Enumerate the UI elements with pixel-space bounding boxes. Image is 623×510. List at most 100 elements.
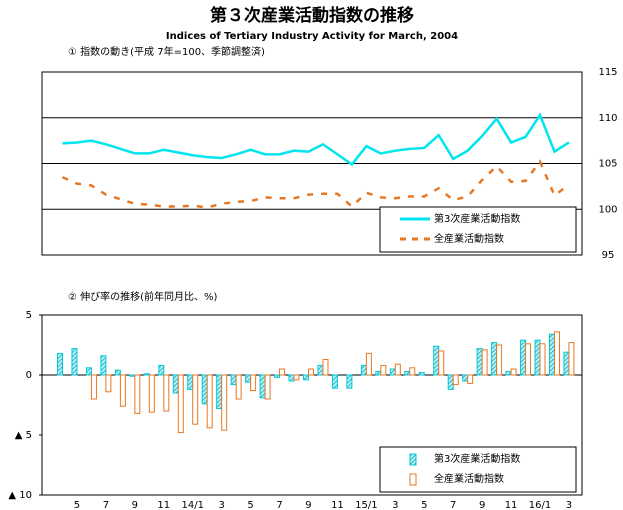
bar <box>452 374 459 386</box>
bar <box>563 351 570 376</box>
plot-frame <box>41 314 583 496</box>
bar <box>100 355 107 376</box>
x-tick-label: 11 <box>505 500 518 510</box>
bar <box>394 363 401 376</box>
bar <box>163 374 170 412</box>
legend-swatch <box>409 473 417 486</box>
bar <box>187 374 194 390</box>
bar <box>433 345 440 376</box>
bar <box>206 374 213 429</box>
bar <box>548 333 555 376</box>
y-tick-label: ▲ 5 <box>15 430 32 441</box>
bar <box>307 368 314 376</box>
x-tick-label: 9 <box>479 500 485 510</box>
legend-swatch <box>409 453 417 466</box>
bar <box>568 342 575 376</box>
x-tick-label: 14/1 <box>181 500 203 510</box>
bar <box>380 364 387 376</box>
bar <box>119 374 126 407</box>
bar <box>129 374 136 377</box>
bar <box>476 348 483 376</box>
x-tick-label: 5 <box>421 500 427 510</box>
bar <box>114 369 121 376</box>
bar <box>221 374 228 431</box>
bar <box>365 352 372 376</box>
legend-box <box>379 206 577 253</box>
bar <box>158 364 165 376</box>
x-tick-label: 11 <box>157 500 170 510</box>
legend-label: 全産業活動指数 <box>434 472 504 485</box>
bar <box>438 350 445 376</box>
bar <box>216 374 223 410</box>
bar <box>389 368 396 376</box>
x-tick-label: 3 <box>566 500 572 510</box>
x-tick-label: 5 <box>247 500 253 510</box>
bar <box>192 374 199 425</box>
panel-label: ② 伸び率の推移(前年同月比、%) <box>68 290 218 303</box>
y-tick-label: 95 <box>602 250 615 261</box>
bar <box>505 370 512 376</box>
bar <box>134 374 141 414</box>
bar <box>250 374 257 392</box>
x-tick-label: 11 <box>331 500 344 510</box>
bar <box>172 374 179 394</box>
bar <box>264 374 271 400</box>
bar <box>148 374 155 413</box>
x-tick-label: 9 <box>132 500 138 510</box>
bar <box>143 373 150 376</box>
x-tick-label: 7 <box>103 500 109 510</box>
line-series <box>62 112 570 167</box>
bar <box>409 367 416 376</box>
bar <box>418 372 425 376</box>
chart-subtitle: Indices of Tertiary Industry Activity fo… <box>166 31 458 42</box>
x-tick-label: 3 <box>218 500 224 510</box>
bar <box>496 344 503 376</box>
bar <box>57 352 63 376</box>
y-tick-label: 100 <box>598 204 617 215</box>
bar <box>510 368 517 376</box>
bar <box>293 374 300 381</box>
bar <box>346 374 353 389</box>
bar <box>90 374 97 400</box>
bar <box>274 374 281 378</box>
bar <box>447 374 454 390</box>
bar <box>467 374 474 384</box>
bar <box>230 374 237 386</box>
bar <box>539 343 546 376</box>
y-tick-label: 5 <box>26 310 32 321</box>
bar <box>85 367 92 376</box>
legend-label: 第3次産業活動指数 <box>434 452 520 465</box>
bar <box>201 374 208 405</box>
bar <box>279 368 286 376</box>
x-tick-label: 16/1 <box>529 500 551 510</box>
panel-label: ① 指数の動き(平成 7年=100、季節調整済) <box>68 45 265 58</box>
chart-title: 第３次産業活動指数の推移 <box>210 5 414 26</box>
bar <box>288 374 295 382</box>
bar <box>317 364 324 376</box>
bar <box>245 374 252 383</box>
bar <box>520 339 527 376</box>
bar <box>71 348 78 376</box>
x-tick-label: 7 <box>450 500 456 510</box>
bar <box>360 364 367 376</box>
x-tick-label: 9 <box>305 500 311 510</box>
bar <box>375 370 382 376</box>
x-tick-label: 7 <box>276 500 282 510</box>
bar <box>534 339 541 376</box>
bar <box>404 370 411 376</box>
y-tick-label: 115 <box>598 67 617 78</box>
y-tick-label: 105 <box>598 159 617 170</box>
x-tick-label: 5 <box>74 500 80 510</box>
bar <box>553 331 560 376</box>
bar <box>331 374 338 389</box>
legend-label: 全産業活動指数 <box>434 232 504 245</box>
y-tick-label: 110 <box>598 113 617 124</box>
bar <box>177 374 184 434</box>
bar <box>105 374 112 393</box>
x-tick-label: 3 <box>392 500 398 510</box>
bar <box>462 374 469 382</box>
bar <box>481 349 488 376</box>
y-tick-label: ▲ 10 <box>8 490 32 501</box>
x-tick-label: 15/1 <box>355 500 377 510</box>
